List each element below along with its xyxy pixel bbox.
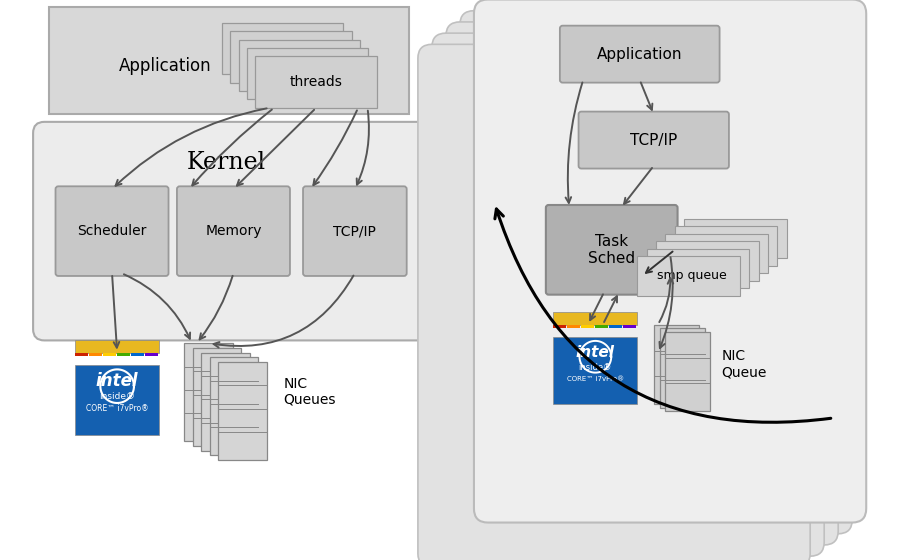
Bar xyxy=(675,226,778,265)
Bar xyxy=(656,241,759,281)
Bar xyxy=(218,362,266,460)
Bar xyxy=(209,357,258,455)
FancyBboxPatch shape xyxy=(33,122,429,340)
Text: Task
Sched: Task Sched xyxy=(588,234,635,266)
Bar xyxy=(145,353,158,356)
Bar xyxy=(666,332,711,412)
Bar xyxy=(684,219,787,258)
Bar xyxy=(247,48,368,100)
Bar xyxy=(185,343,233,441)
Bar xyxy=(49,7,409,114)
Bar xyxy=(222,23,343,74)
Bar xyxy=(623,325,636,328)
Text: Application: Application xyxy=(119,57,212,75)
Text: inside®: inside® xyxy=(578,363,612,372)
Bar xyxy=(554,325,566,328)
Bar xyxy=(230,31,352,83)
Bar xyxy=(75,353,88,356)
Bar xyxy=(89,353,102,356)
Bar xyxy=(567,325,580,328)
Bar xyxy=(255,57,376,108)
Text: NIC
Queues: NIC Queues xyxy=(284,377,336,407)
FancyBboxPatch shape xyxy=(560,26,720,83)
Text: intel: intel xyxy=(95,372,139,390)
FancyBboxPatch shape xyxy=(474,0,867,522)
FancyBboxPatch shape xyxy=(55,186,169,276)
Text: Memory: Memory xyxy=(206,224,262,238)
Text: smp queue: smp queue xyxy=(656,269,726,282)
FancyBboxPatch shape xyxy=(418,44,811,560)
Text: threads: threads xyxy=(290,75,342,89)
Bar xyxy=(75,340,159,353)
Text: Scheduler: Scheduler xyxy=(77,224,147,238)
Bar xyxy=(201,353,250,451)
FancyBboxPatch shape xyxy=(546,205,677,295)
Bar xyxy=(131,353,144,356)
Text: Application: Application xyxy=(597,46,682,62)
Bar xyxy=(75,365,159,435)
Text: CORE™ i7vPro®: CORE™ i7vPro® xyxy=(86,404,149,413)
FancyBboxPatch shape xyxy=(431,33,824,556)
Bar xyxy=(647,249,749,288)
Text: inside®: inside® xyxy=(99,392,135,401)
Bar xyxy=(610,325,622,328)
Text: NIC
Queue: NIC Queue xyxy=(722,349,767,379)
Text: intel: intel xyxy=(576,345,615,360)
Bar xyxy=(193,348,241,446)
FancyBboxPatch shape xyxy=(578,111,729,169)
Bar xyxy=(118,353,130,356)
Bar xyxy=(660,328,705,408)
Bar xyxy=(103,353,117,356)
Bar xyxy=(239,40,360,91)
Bar xyxy=(596,325,609,328)
FancyBboxPatch shape xyxy=(446,22,838,545)
FancyBboxPatch shape xyxy=(177,186,290,276)
Text: TCP/IP: TCP/IP xyxy=(630,133,677,148)
Text: Kernel: Kernel xyxy=(187,151,266,175)
Bar xyxy=(554,337,637,404)
Bar xyxy=(666,234,768,273)
Bar xyxy=(581,325,595,328)
Text: TCP/IP: TCP/IP xyxy=(333,224,376,238)
Bar xyxy=(554,312,637,325)
Bar xyxy=(655,325,699,404)
Bar xyxy=(637,256,740,296)
Text: CORE™ i7vPro®: CORE™ i7vPro® xyxy=(566,376,624,382)
FancyBboxPatch shape xyxy=(460,11,852,534)
FancyBboxPatch shape xyxy=(303,186,407,276)
